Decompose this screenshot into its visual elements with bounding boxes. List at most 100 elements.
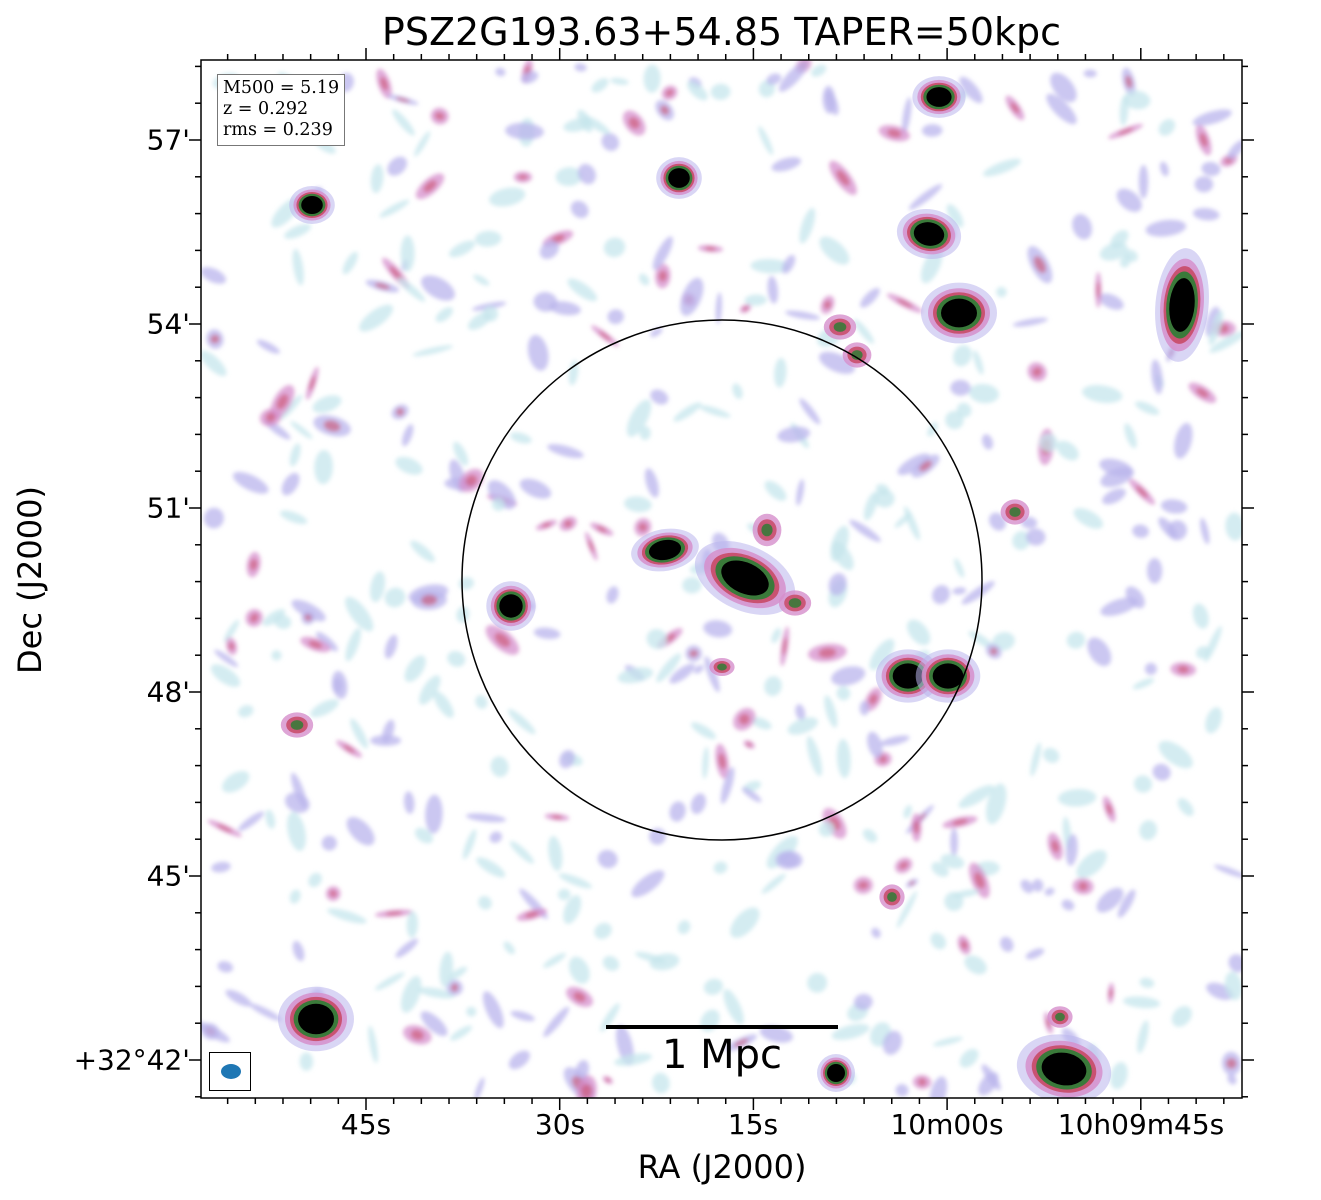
noise-blob [397, 277, 426, 302]
noise-blob [310, 699, 339, 718]
plot-frame [200, 59, 1243, 1099]
noise-blob-core [410, 1029, 424, 1040]
noise-blob [614, 1053, 652, 1066]
noise-blob-core [396, 408, 405, 416]
noise-blob [1124, 249, 1138, 262]
noise-blob [871, 927, 881, 939]
noise-blob-core [896, 298, 913, 308]
noise-blob-core [742, 306, 749, 311]
radio-source [896, 209, 962, 259]
noise-blob [1145, 219, 1187, 237]
noise-blob [410, 540, 435, 563]
noise-blob [1076, 850, 1107, 879]
noise-blob [635, 951, 666, 964]
noise-blob [384, 634, 398, 659]
noise-blob [981, 1064, 1001, 1091]
noise-blob [673, 402, 702, 422]
noise-blob [417, 987, 455, 999]
noise-blob [602, 955, 620, 971]
noise-blob [669, 801, 686, 822]
noise-blob-core [249, 613, 259, 623]
beam-box [209, 1052, 251, 1091]
y-tick-label: 51' [146, 491, 190, 525]
noise-blob-core [494, 632, 511, 648]
noise-blob [778, 61, 808, 92]
noise-blob [503, 941, 515, 955]
source-contour [833, 322, 847, 332]
noise-blob [419, 675, 441, 705]
noise-blob [395, 938, 419, 958]
source-layer [278, 76, 1209, 1098]
radio-source [486, 581, 536, 631]
radio-source-faint [778, 590, 812, 616]
noise-blob [880, 735, 910, 746]
noise-blob [314, 450, 333, 485]
source-contour [1041, 1052, 1087, 1086]
noise-blob [563, 118, 592, 132]
noise-blob [1058, 789, 1097, 807]
noise-blob [201, 267, 227, 284]
noise-blob [996, 286, 1007, 298]
noise-blob [281, 472, 300, 496]
noise-blob-core [718, 753, 726, 770]
noise-blob [201, 350, 227, 377]
y-axis-label: Dec (J2000) [11, 486, 49, 674]
noise-blob [374, 972, 405, 991]
noise-blob [574, 63, 587, 72]
noise-blob-core [551, 815, 563, 820]
noise-blob [271, 650, 282, 661]
noise-blob-core [638, 522, 648, 532]
noise-blob [1209, 331, 1242, 353]
noise-blob-core [564, 519, 573, 528]
noise-blob [214, 649, 239, 668]
noise-blob [600, 1003, 620, 1032]
noise-blob [1135, 401, 1160, 415]
noise-blob-core [909, 880, 915, 886]
noise-blob-core [1106, 803, 1113, 816]
noise-blob [449, 1025, 473, 1041]
noise-blob [767, 275, 779, 304]
noise-blob-core [541, 522, 552, 528]
noise-blob [771, 157, 802, 172]
noise-blob [1110, 1062, 1128, 1090]
source-contour [892, 663, 924, 689]
noise-blob [289, 889, 301, 904]
noise-blob [831, 1023, 870, 1040]
noise-blob [690, 793, 707, 815]
noise-blob-core [517, 174, 528, 180]
noise-blob [475, 695, 488, 709]
radio-source [278, 986, 354, 1052]
noise-blob [487, 480, 516, 510]
noise-blob [777, 426, 811, 443]
noise-blob [687, 81, 708, 101]
noise-blob-core [1033, 256, 1046, 274]
noise-blob [759, 1025, 793, 1043]
noise-blob-core [1078, 881, 1088, 891]
noise-blob [287, 811, 306, 852]
noise-blob [1110, 230, 1129, 249]
noise-blob [292, 248, 304, 286]
noise-blob [507, 709, 536, 735]
noise-blob [1123, 90, 1151, 110]
noise-blob [435, 307, 453, 323]
noise-blob [639, 273, 650, 286]
noise-blob [203, 507, 224, 529]
noise-blob [646, 629, 668, 650]
noise-blob [639, 426, 651, 440]
radio-source-faint [879, 884, 905, 910]
noise-blob [519, 478, 552, 499]
noise-blob-core [658, 270, 668, 282]
radio-source [694, 541, 796, 615]
noise-blob [327, 908, 367, 924]
noise-blob [764, 480, 787, 501]
noise-blob [1151, 359, 1163, 395]
y-tick-label: 48' [146, 675, 190, 709]
noise-blob [650, 327, 663, 338]
noise-blob [682, 576, 702, 594]
noise-blob [332, 677, 343, 694]
noise-blob [359, 304, 394, 332]
noise-blob-core [1177, 665, 1189, 674]
noise-blob [1012, 317, 1048, 327]
noise-blob [867, 731, 883, 759]
noise-blob [291, 772, 307, 809]
